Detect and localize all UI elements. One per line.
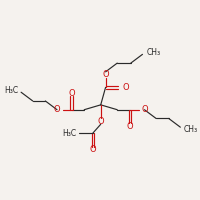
Text: CH₃: CH₃ [183, 125, 197, 134]
Text: O: O [142, 105, 148, 114]
Text: O: O [90, 145, 96, 154]
Text: O: O [97, 117, 104, 126]
Text: O: O [102, 70, 109, 79]
Text: O: O [53, 105, 60, 114]
Text: H₃C: H₃C [62, 129, 76, 138]
Text: CH₃: CH₃ [146, 48, 160, 57]
Text: H₃C: H₃C [4, 86, 18, 95]
Text: O: O [122, 83, 129, 92]
Text: O: O [68, 89, 75, 98]
Text: O: O [127, 122, 133, 131]
